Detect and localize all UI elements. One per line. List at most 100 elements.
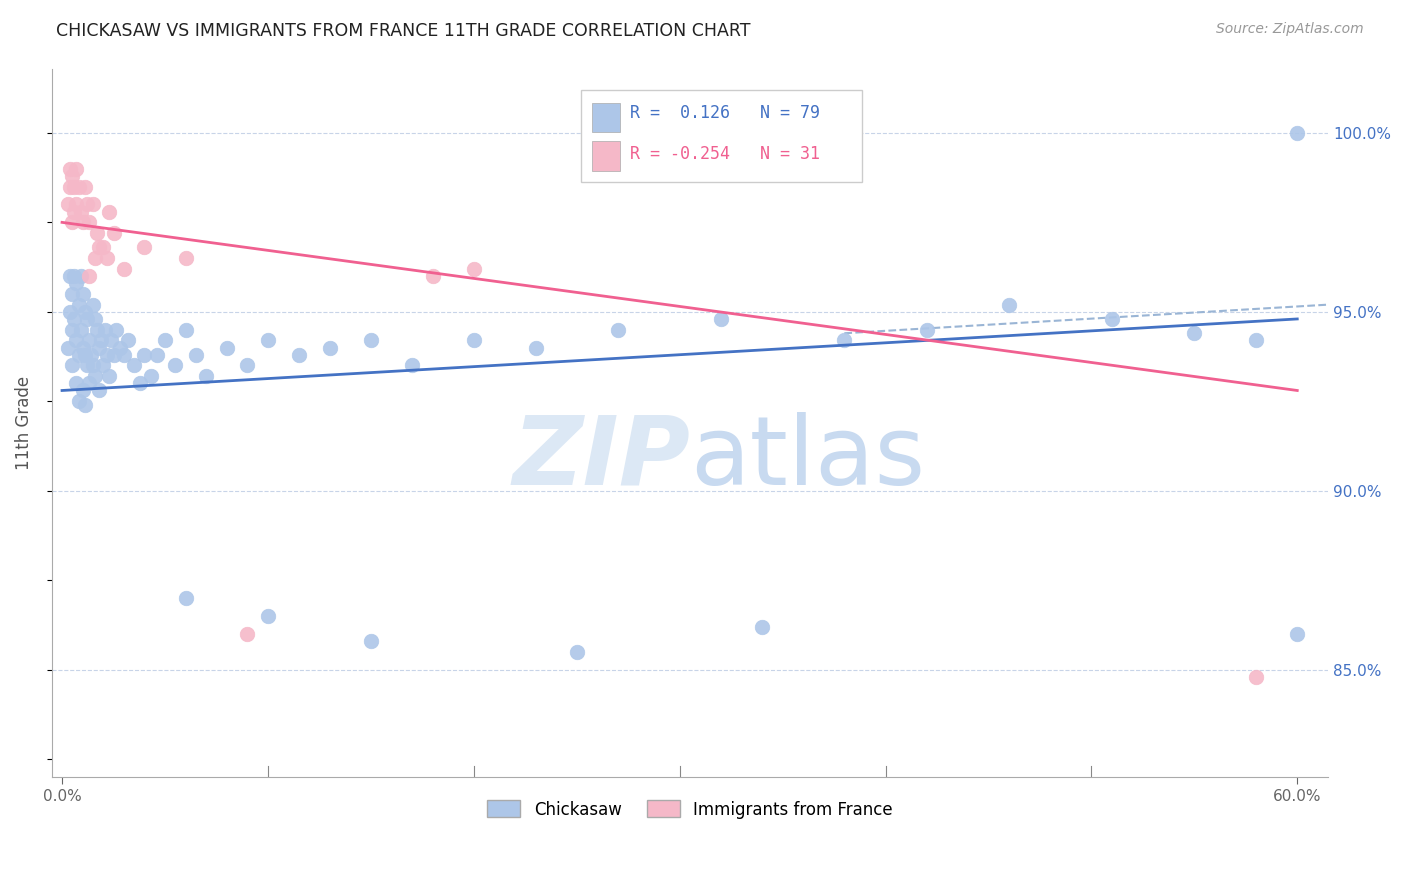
Point xyxy=(174,251,197,265)
Point xyxy=(91,359,114,373)
Point xyxy=(73,398,96,412)
Point xyxy=(565,645,588,659)
Point xyxy=(82,298,104,312)
Point xyxy=(58,341,80,355)
Point xyxy=(76,359,98,373)
Point xyxy=(65,334,87,348)
Point xyxy=(65,276,87,290)
Point xyxy=(73,305,96,319)
Point xyxy=(422,268,444,283)
Point xyxy=(112,261,135,276)
Point xyxy=(69,323,91,337)
Point xyxy=(91,240,114,254)
Point xyxy=(184,348,207,362)
Point xyxy=(63,204,86,219)
Point xyxy=(112,348,135,362)
Point xyxy=(174,323,197,337)
Legend: Chickasaw, Immigrants from France: Chickasaw, Immigrants from France xyxy=(481,794,900,825)
Point xyxy=(215,341,238,355)
Point xyxy=(463,261,485,276)
Point xyxy=(318,341,340,355)
Point xyxy=(60,359,83,373)
Point xyxy=(174,591,197,605)
Point xyxy=(751,619,773,633)
Point xyxy=(1182,326,1205,341)
Point xyxy=(77,268,100,283)
Point xyxy=(59,305,82,319)
Point xyxy=(65,197,87,211)
Point xyxy=(63,268,86,283)
Point xyxy=(98,369,121,384)
Point xyxy=(1101,312,1123,326)
Point xyxy=(86,323,108,337)
Y-axis label: 11th Grade: 11th Grade xyxy=(15,376,32,470)
Point xyxy=(108,341,131,355)
Point xyxy=(76,197,98,211)
Point xyxy=(103,348,125,362)
Point xyxy=(67,179,90,194)
Text: atlas: atlas xyxy=(690,411,925,505)
Point xyxy=(82,359,104,373)
Point xyxy=(60,286,83,301)
Text: Source: ZipAtlas.com: Source: ZipAtlas.com xyxy=(1216,22,1364,37)
Point xyxy=(60,215,83,229)
Point xyxy=(134,240,156,254)
Point xyxy=(195,369,218,384)
Point xyxy=(834,334,856,348)
Point xyxy=(63,179,86,194)
Point xyxy=(67,348,90,362)
Point xyxy=(134,348,156,362)
Point xyxy=(77,215,100,229)
Text: CHICKASAW VS IMMIGRANTS FROM FRANCE 11TH GRADE CORRELATION CHART: CHICKASAW VS IMMIGRANTS FROM FRANCE 11TH… xyxy=(56,22,751,40)
Point xyxy=(288,348,311,362)
Point xyxy=(401,359,423,373)
Point xyxy=(1286,626,1309,640)
Point xyxy=(69,268,91,283)
Point xyxy=(73,348,96,362)
Point xyxy=(236,626,259,640)
Point xyxy=(58,197,80,211)
Bar xyxy=(592,103,620,132)
Point xyxy=(96,348,118,362)
Point xyxy=(145,348,167,362)
Point xyxy=(77,376,100,391)
Point xyxy=(257,608,280,623)
Point xyxy=(87,341,110,355)
Point xyxy=(104,323,127,337)
Text: R = -0.254   N = 31: R = -0.254 N = 31 xyxy=(630,145,820,162)
Point xyxy=(1244,670,1267,684)
Point xyxy=(84,251,107,265)
Point xyxy=(77,334,100,348)
Point xyxy=(524,341,547,355)
Point xyxy=(76,312,98,326)
Point xyxy=(165,359,187,373)
Point xyxy=(1244,334,1267,348)
Point xyxy=(915,323,938,337)
Point xyxy=(129,376,152,391)
Point xyxy=(67,394,90,409)
Point xyxy=(60,169,83,183)
Point xyxy=(86,226,108,240)
Point xyxy=(153,334,176,348)
Point xyxy=(82,197,104,211)
Point xyxy=(63,312,86,326)
Point xyxy=(139,369,162,384)
Point xyxy=(72,384,94,398)
Point xyxy=(67,298,90,312)
Point xyxy=(72,215,94,229)
Point xyxy=(87,240,110,254)
Point xyxy=(606,323,628,337)
Point xyxy=(463,334,485,348)
Bar xyxy=(592,142,620,171)
Point xyxy=(73,179,96,194)
Point xyxy=(69,204,91,219)
Point xyxy=(84,312,107,326)
Point xyxy=(117,334,139,348)
Point xyxy=(59,161,82,176)
Point xyxy=(998,298,1021,312)
Point xyxy=(100,334,122,348)
Point xyxy=(710,312,733,326)
Point xyxy=(360,334,382,348)
Point xyxy=(80,348,103,362)
Text: R =  0.126   N = 79: R = 0.126 N = 79 xyxy=(630,104,820,122)
